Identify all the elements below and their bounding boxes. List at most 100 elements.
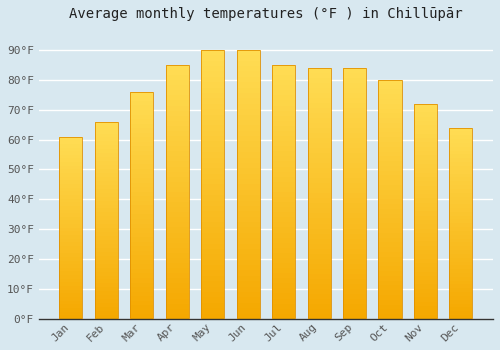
Bar: [201, 222, 224, 228]
Bar: [272, 65, 295, 319]
Bar: [343, 143, 366, 148]
Bar: [450, 265, 472, 269]
Bar: [201, 238, 224, 244]
Bar: [308, 158, 330, 163]
Bar: [414, 198, 437, 203]
Bar: [343, 248, 366, 254]
Bar: [343, 299, 366, 304]
Bar: [236, 211, 260, 217]
Bar: [236, 71, 260, 77]
Bar: [414, 138, 437, 142]
Bar: [450, 285, 472, 288]
Bar: [201, 249, 224, 254]
Bar: [272, 80, 295, 85]
Bar: [60, 191, 82, 195]
Bar: [130, 269, 154, 273]
Bar: [166, 116, 189, 121]
Bar: [201, 168, 224, 174]
Bar: [272, 85, 295, 90]
Bar: [95, 126, 118, 130]
Bar: [130, 110, 154, 114]
Bar: [378, 190, 402, 195]
Bar: [60, 184, 82, 188]
Bar: [201, 281, 224, 287]
Bar: [95, 315, 118, 319]
Bar: [60, 239, 82, 242]
Bar: [95, 197, 118, 201]
Bar: [166, 167, 189, 172]
Bar: [60, 169, 82, 173]
Bar: [130, 201, 154, 205]
Bar: [308, 93, 330, 98]
Bar: [95, 279, 118, 284]
Bar: [378, 142, 402, 147]
Bar: [95, 272, 118, 275]
Bar: [60, 140, 82, 144]
Bar: [166, 288, 189, 294]
Bar: [201, 82, 224, 88]
Bar: [378, 132, 402, 137]
Bar: [343, 123, 366, 128]
Bar: [308, 153, 330, 158]
Bar: [343, 229, 366, 233]
Bar: [308, 108, 330, 113]
Bar: [308, 224, 330, 229]
Bar: [201, 201, 224, 206]
Bar: [272, 309, 295, 314]
Bar: [308, 284, 330, 289]
Bar: [343, 78, 366, 83]
Bar: [95, 240, 118, 244]
Bar: [166, 65, 189, 319]
Bar: [450, 170, 472, 174]
Bar: [308, 299, 330, 304]
Bar: [378, 175, 402, 180]
Bar: [343, 88, 366, 93]
Bar: [308, 138, 330, 143]
Bar: [130, 96, 154, 101]
Bar: [414, 315, 437, 319]
Bar: [272, 146, 295, 151]
Bar: [378, 104, 402, 108]
Bar: [308, 68, 330, 319]
Bar: [60, 250, 82, 253]
Bar: [60, 315, 82, 319]
Bar: [272, 217, 295, 222]
Bar: [450, 166, 472, 170]
Bar: [60, 136, 82, 319]
Bar: [343, 284, 366, 289]
Bar: [60, 166, 82, 169]
Bar: [272, 65, 295, 70]
Bar: [343, 274, 366, 279]
Bar: [130, 210, 154, 215]
Bar: [201, 50, 224, 55]
Bar: [378, 195, 402, 200]
Bar: [414, 285, 437, 289]
Bar: [95, 193, 118, 197]
Bar: [378, 271, 402, 276]
Bar: [236, 131, 260, 136]
Bar: [308, 148, 330, 153]
Bar: [272, 151, 295, 156]
Bar: [450, 269, 472, 273]
Bar: [308, 88, 330, 93]
Bar: [166, 65, 189, 70]
Bar: [343, 133, 366, 138]
Bar: [95, 185, 118, 189]
Bar: [130, 133, 154, 137]
Bar: [166, 243, 189, 248]
Bar: [166, 202, 189, 207]
Bar: [308, 309, 330, 314]
Bar: [236, 163, 260, 168]
Bar: [130, 219, 154, 224]
Bar: [60, 272, 82, 275]
Bar: [236, 109, 260, 114]
Bar: [166, 187, 189, 192]
Bar: [414, 168, 437, 173]
Bar: [130, 264, 154, 269]
Bar: [201, 77, 224, 82]
Bar: [130, 142, 154, 146]
Bar: [166, 70, 189, 75]
Bar: [130, 164, 154, 169]
Bar: [378, 304, 402, 309]
Bar: [378, 209, 402, 214]
